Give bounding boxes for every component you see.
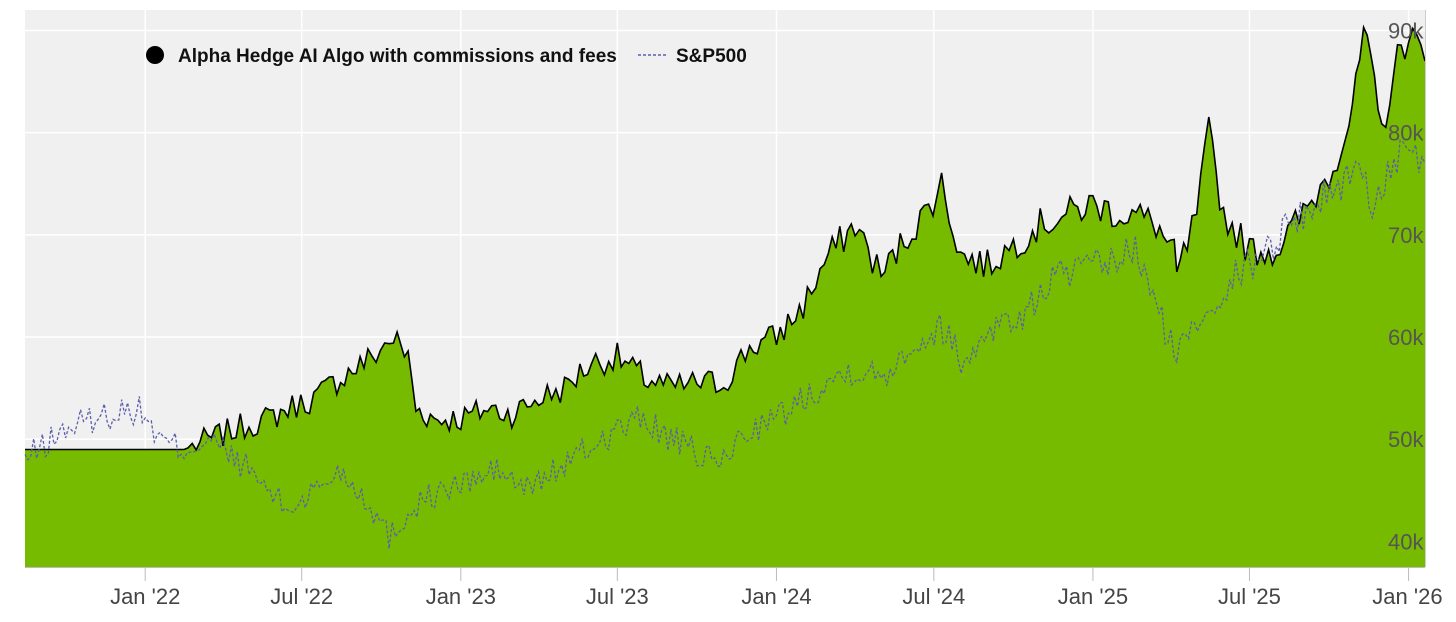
sp500-line [24,139,1426,549]
algo-area-fill [25,27,1425,568]
sp500-line-layer [24,139,1426,549]
y-tick-label: 70k [1388,223,1424,248]
x-tick-label: Jan '25 [1058,584,1128,609]
x-tick-label: Jan '22 [110,584,180,609]
x-tick-label: Jul '25 [1218,584,1281,609]
y-tick-label: 60k [1388,325,1424,350]
legend-item-algo[interactable]: Alpha Hedge AI Algo with commissions and… [146,46,617,67]
x-tick-label: Jul '22 [270,584,333,609]
y-tick-label: 90k [1388,18,1424,43]
legend-item-sp500[interactable]: S&P500 [638,46,747,67]
legend-label-sp500: S&P500 [676,46,747,67]
legend: Alpha Hedge AI Algo with commissions and… [146,46,747,67]
x-tick-label: Jul '23 [586,584,649,609]
legend-label-algo: Alpha Hedge AI Algo with commissions and… [178,46,617,67]
x-axis: Jan '22 Jul '22 Jan '23 Jul '23 Jan '24 Jul '… [25,10,1443,609]
y-axis-labels: 40k 50k 60k 70k 80k 90k [1388,18,1424,554]
x-tick-label: Jan '24 [741,584,811,609]
algo-area-layer [25,24,1426,568]
y-tick-label: 80k [1388,121,1424,146]
y-tick-label: 40k [1388,529,1424,554]
x-tick-label: Jan '23 [426,584,496,609]
algo-line [25,24,1426,452]
legend-marker-algo [146,46,164,64]
x-tick-label: Jan '26 [1372,584,1442,609]
x-tick-label: Jul '24 [902,584,965,609]
y-tick-label: 50k [1388,427,1424,452]
